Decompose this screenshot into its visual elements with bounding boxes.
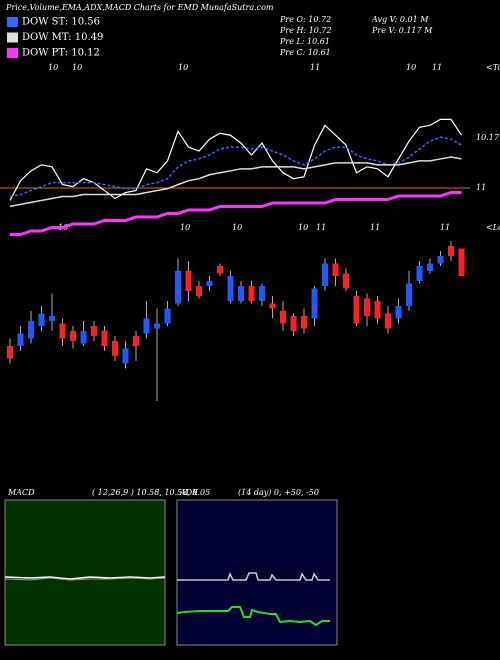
candle-body [7, 346, 13, 359]
candle-body [448, 246, 454, 256]
candle-body [196, 286, 202, 296]
info-text: Pre C: 10.61 [279, 48, 331, 57]
close-line [9, 118, 462, 201]
date-label: 11 [370, 223, 380, 232]
candle-body [28, 321, 34, 339]
date-label: 10 [178, 63, 188, 72]
candle-body [259, 286, 265, 301]
ema-line [9, 136, 462, 198]
date-label: 10 [406, 63, 416, 72]
candle-body [227, 276, 234, 301]
candle-body [269, 303, 276, 309]
candle-body [164, 308, 171, 324]
date-label: 11 [316, 223, 326, 232]
candle-body [427, 263, 433, 271]
info-text: Avg V: 0.01 M [371, 15, 429, 24]
adx-line [177, 572, 330, 581]
adx-params: (14 day) 0, +50, -50 [238, 488, 319, 497]
candle-body [437, 256, 444, 264]
candle-body [154, 323, 160, 329]
candle-body [458, 248, 465, 276]
di-line [176, 606, 330, 627]
macd-params: ( 12,26,9 ) 10.58, 10.58, 0.05 [92, 488, 210, 497]
candle-body [17, 333, 24, 346]
candle-body [301, 316, 307, 329]
legend-swatch [7, 32, 18, 43]
info: Pre O: 10.72 Pre H: 10.72 Pre L: 10.61 Pre … [279, 15, 433, 57]
candle-body [59, 323, 66, 339]
candle-body [70, 331, 76, 341]
ema-line [9, 156, 462, 208]
legend-swatch [7, 17, 18, 27]
candle-body [175, 271, 181, 304]
candle-body [80, 331, 87, 344]
date-label: 10 [298, 223, 308, 232]
date-label: 10 [48, 63, 58, 72]
legend-label: DOW PT: 10.12 [22, 48, 100, 59]
info-text: Pre V: 0.117 M [371, 26, 433, 35]
date-label: 10 [180, 223, 190, 232]
ema-line [10, 191, 462, 236]
candle-body [49, 316, 55, 321]
candle-body [385, 313, 391, 329]
candle-body [374, 301, 381, 319]
candle-body [290, 316, 297, 331]
info-text: Pre O: 10.72 [279, 15, 331, 24]
legend: DOW ST: 10.56 DOW MT: 10.49 DOW PT: 10.12 [7, 17, 103, 59]
candle-body [122, 348, 129, 364]
info-text: Pre H: 10.72 [279, 26, 332, 35]
macd-panel [4, 499, 166, 646]
candle-body [112, 341, 118, 356]
signal-line [4, 577, 166, 581]
candle-body [280, 311, 286, 324]
macd-line [4, 576, 166, 580]
price-label: 10.17 [476, 133, 500, 142]
info-text: Pre L: 10.61 [279, 37, 330, 46]
candle-body [353, 296, 360, 324]
candle-body [101, 331, 108, 346]
date-label: <Tops [486, 63, 500, 72]
adx-label: ADX [179, 488, 198, 497]
candle-body [395, 306, 402, 319]
candle-body [143, 318, 150, 334]
date-label: 11 [440, 223, 450, 232]
date-label: 11 [310, 63, 320, 72]
legend-swatch [7, 48, 18, 58]
candle-body [91, 326, 97, 336]
candle-body [206, 281, 213, 286]
macd-label: MACD [7, 488, 35, 497]
candle-body [238, 286, 244, 301]
price-label: 11 [476, 183, 486, 192]
candle-body [133, 336, 139, 346]
candle-body [185, 271, 192, 291]
candle-body [406, 283, 412, 306]
candle-body [416, 266, 423, 281]
candle-body [332, 263, 339, 276]
candle-body [248, 286, 255, 301]
candle-body [343, 273, 349, 289]
candle-body [38, 313, 45, 326]
date-label: 10 [72, 63, 82, 72]
candle-body [364, 298, 370, 316]
date-label: <Lows [486, 223, 500, 232]
candle-body [322, 263, 328, 286]
legend-label: DOW ST: 10.56 [22, 17, 100, 28]
legend-label: DOW MT: 10.49 [22, 32, 103, 43]
candle-body [217, 266, 223, 274]
date-label: 10 [232, 223, 242, 232]
candle-body [311, 288, 318, 319]
chart-title: Price,Volume,EMA,ADX,MACD Charts for EMD… [5, 3, 274, 12]
date-label: 11 [432, 63, 442, 72]
